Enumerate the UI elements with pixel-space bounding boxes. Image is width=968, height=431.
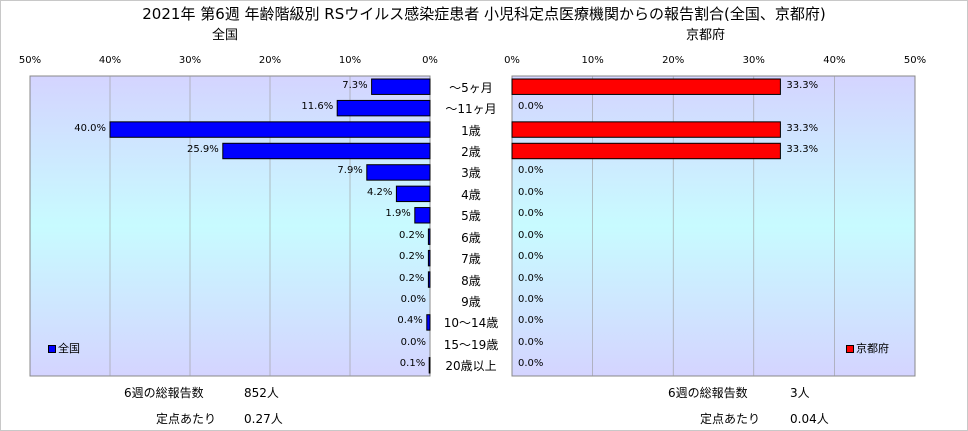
category-label: 7歳 bbox=[461, 252, 481, 267]
left-value-label: 25.9% bbox=[187, 144, 219, 155]
right-per-label: 定点あたり bbox=[700, 412, 761, 426]
right-value-label: 0.0% bbox=[518, 315, 544, 327]
left-bar bbox=[426, 314, 431, 331]
category-label: 6歳 bbox=[461, 230, 481, 245]
category-label: ～5ヶ月 bbox=[449, 80, 493, 95]
right-value-label: 0.0% bbox=[518, 358, 544, 370]
left-value-label: 0.4% bbox=[397, 315, 423, 327]
right-legend: 京都府 bbox=[846, 340, 889, 356]
right-plot-area bbox=[511, 75, 916, 377]
right-tick-label: 40% bbox=[823, 55, 846, 66]
left-value-label: 0.2% bbox=[399, 272, 425, 284]
left-plot-area bbox=[29, 75, 431, 377]
left-value-label: 0.0% bbox=[400, 294, 426, 305]
category-label: 2歳 bbox=[461, 145, 481, 159]
right-tick-label: 0% bbox=[504, 55, 520, 66]
left-value-label: 7.9% bbox=[337, 165, 363, 177]
right-value-label: 0.0% bbox=[518, 294, 544, 305]
left-tick-label: 0% bbox=[422, 55, 438, 66]
category-label: 3歳 bbox=[461, 166, 481, 181]
left-value-label: 4.2% bbox=[367, 186, 393, 198]
category-label: 15～19歳 bbox=[443, 337, 499, 352]
left-tick-label: 30% bbox=[178, 55, 202, 66]
right-total-value: 3人 bbox=[790, 386, 810, 400]
category-label: ～11ヶ月 bbox=[445, 102, 497, 117]
left-per-label: 定点あたり bbox=[156, 412, 217, 426]
left-panel-subtitle: 全国 bbox=[212, 28, 239, 43]
left-value-label: 0.0% bbox=[400, 336, 426, 348]
left-legend-label: 全国 bbox=[58, 342, 80, 355]
left-bar bbox=[414, 207, 431, 224]
right-panel-subtitle: 京都府 bbox=[686, 28, 726, 43]
category-label: 20歳以上 bbox=[445, 359, 497, 374]
category-label: 9歳 bbox=[461, 295, 481, 309]
category-label: 10～14歳 bbox=[443, 316, 499, 331]
right-bar bbox=[511, 78, 781, 95]
chart-title: 2021年 第6週 年齢階級別 RSウイルス感染症患者 小児科定点医療機関からの… bbox=[142, 5, 826, 23]
left-bar bbox=[109, 121, 431, 138]
left-bar bbox=[427, 249, 431, 267]
left-value-label: 40.0% bbox=[74, 122, 106, 134]
right-bar bbox=[511, 121, 781, 138]
left-tick-label: 50% bbox=[18, 55, 42, 66]
right-value-label: 0.0% bbox=[518, 165, 544, 177]
left-bar bbox=[395, 185, 431, 203]
left-bar bbox=[222, 142, 431, 160]
right-per-value: 0.04人 bbox=[790, 412, 829, 426]
category-label: 4歳 bbox=[461, 187, 481, 202]
right-tick-label: 30% bbox=[742, 55, 765, 66]
left-value-label: 0.2% bbox=[399, 251, 425, 263]
left-tick-label: 40% bbox=[98, 55, 122, 66]
right-value-label: 0.0% bbox=[518, 229, 544, 241]
right-bar bbox=[511, 142, 781, 160]
right-tick-label: 20% bbox=[662, 55, 685, 66]
left-per-value: 0.27人 bbox=[244, 412, 283, 426]
right-value-label: 0.0% bbox=[518, 251, 544, 263]
category-label: 8歳 bbox=[461, 273, 481, 288]
left-value-label: 0.1% bbox=[399, 358, 426, 370]
left-value-label: 0.2% bbox=[399, 229, 425, 241]
right-value-label: 0.0% bbox=[518, 336, 544, 348]
right-value-label: 0.0% bbox=[518, 208, 544, 220]
right-value-label: 33.3% bbox=[786, 122, 819, 134]
left-bar bbox=[336, 99, 431, 117]
left-bar bbox=[366, 164, 431, 181]
left-bar bbox=[428, 357, 431, 374]
left-total-label: 6週の総報告数 bbox=[124, 386, 204, 400]
right-total-label: 6週の総報告数 bbox=[668, 386, 748, 400]
legend-swatch-icon bbox=[846, 345, 854, 353]
left-tick-label: 20% bbox=[258, 55, 282, 66]
category-label: 1歳 bbox=[461, 123, 481, 138]
left-tick-label: 10% bbox=[338, 55, 362, 66]
right-value-label: 33.3% bbox=[786, 79, 819, 91]
right-value-label: 33.3% bbox=[786, 144, 819, 155]
right-tick-label: 10% bbox=[581, 55, 604, 66]
left-legend: 全国 bbox=[48, 340, 80, 356]
legend-swatch-icon bbox=[48, 345, 56, 353]
left-total-value: 852人 bbox=[244, 386, 279, 400]
left-bar bbox=[371, 78, 431, 95]
right-legend-label: 京都府 bbox=[856, 342, 889, 355]
left-value-label: 1.9% bbox=[385, 208, 411, 220]
left-bar bbox=[427, 271, 431, 288]
right-value-label: 0.0% bbox=[518, 272, 544, 284]
category-label: 5歳 bbox=[461, 209, 481, 224]
left-value-label: 7.3% bbox=[342, 79, 368, 91]
right-value-label: 0.0% bbox=[518, 101, 544, 113]
right-value-label: 0.0% bbox=[518, 186, 544, 198]
left-bar bbox=[427, 228, 431, 245]
right-tick-label: 50% bbox=[903, 55, 927, 66]
left-value-label: 11.6% bbox=[301, 101, 334, 113]
